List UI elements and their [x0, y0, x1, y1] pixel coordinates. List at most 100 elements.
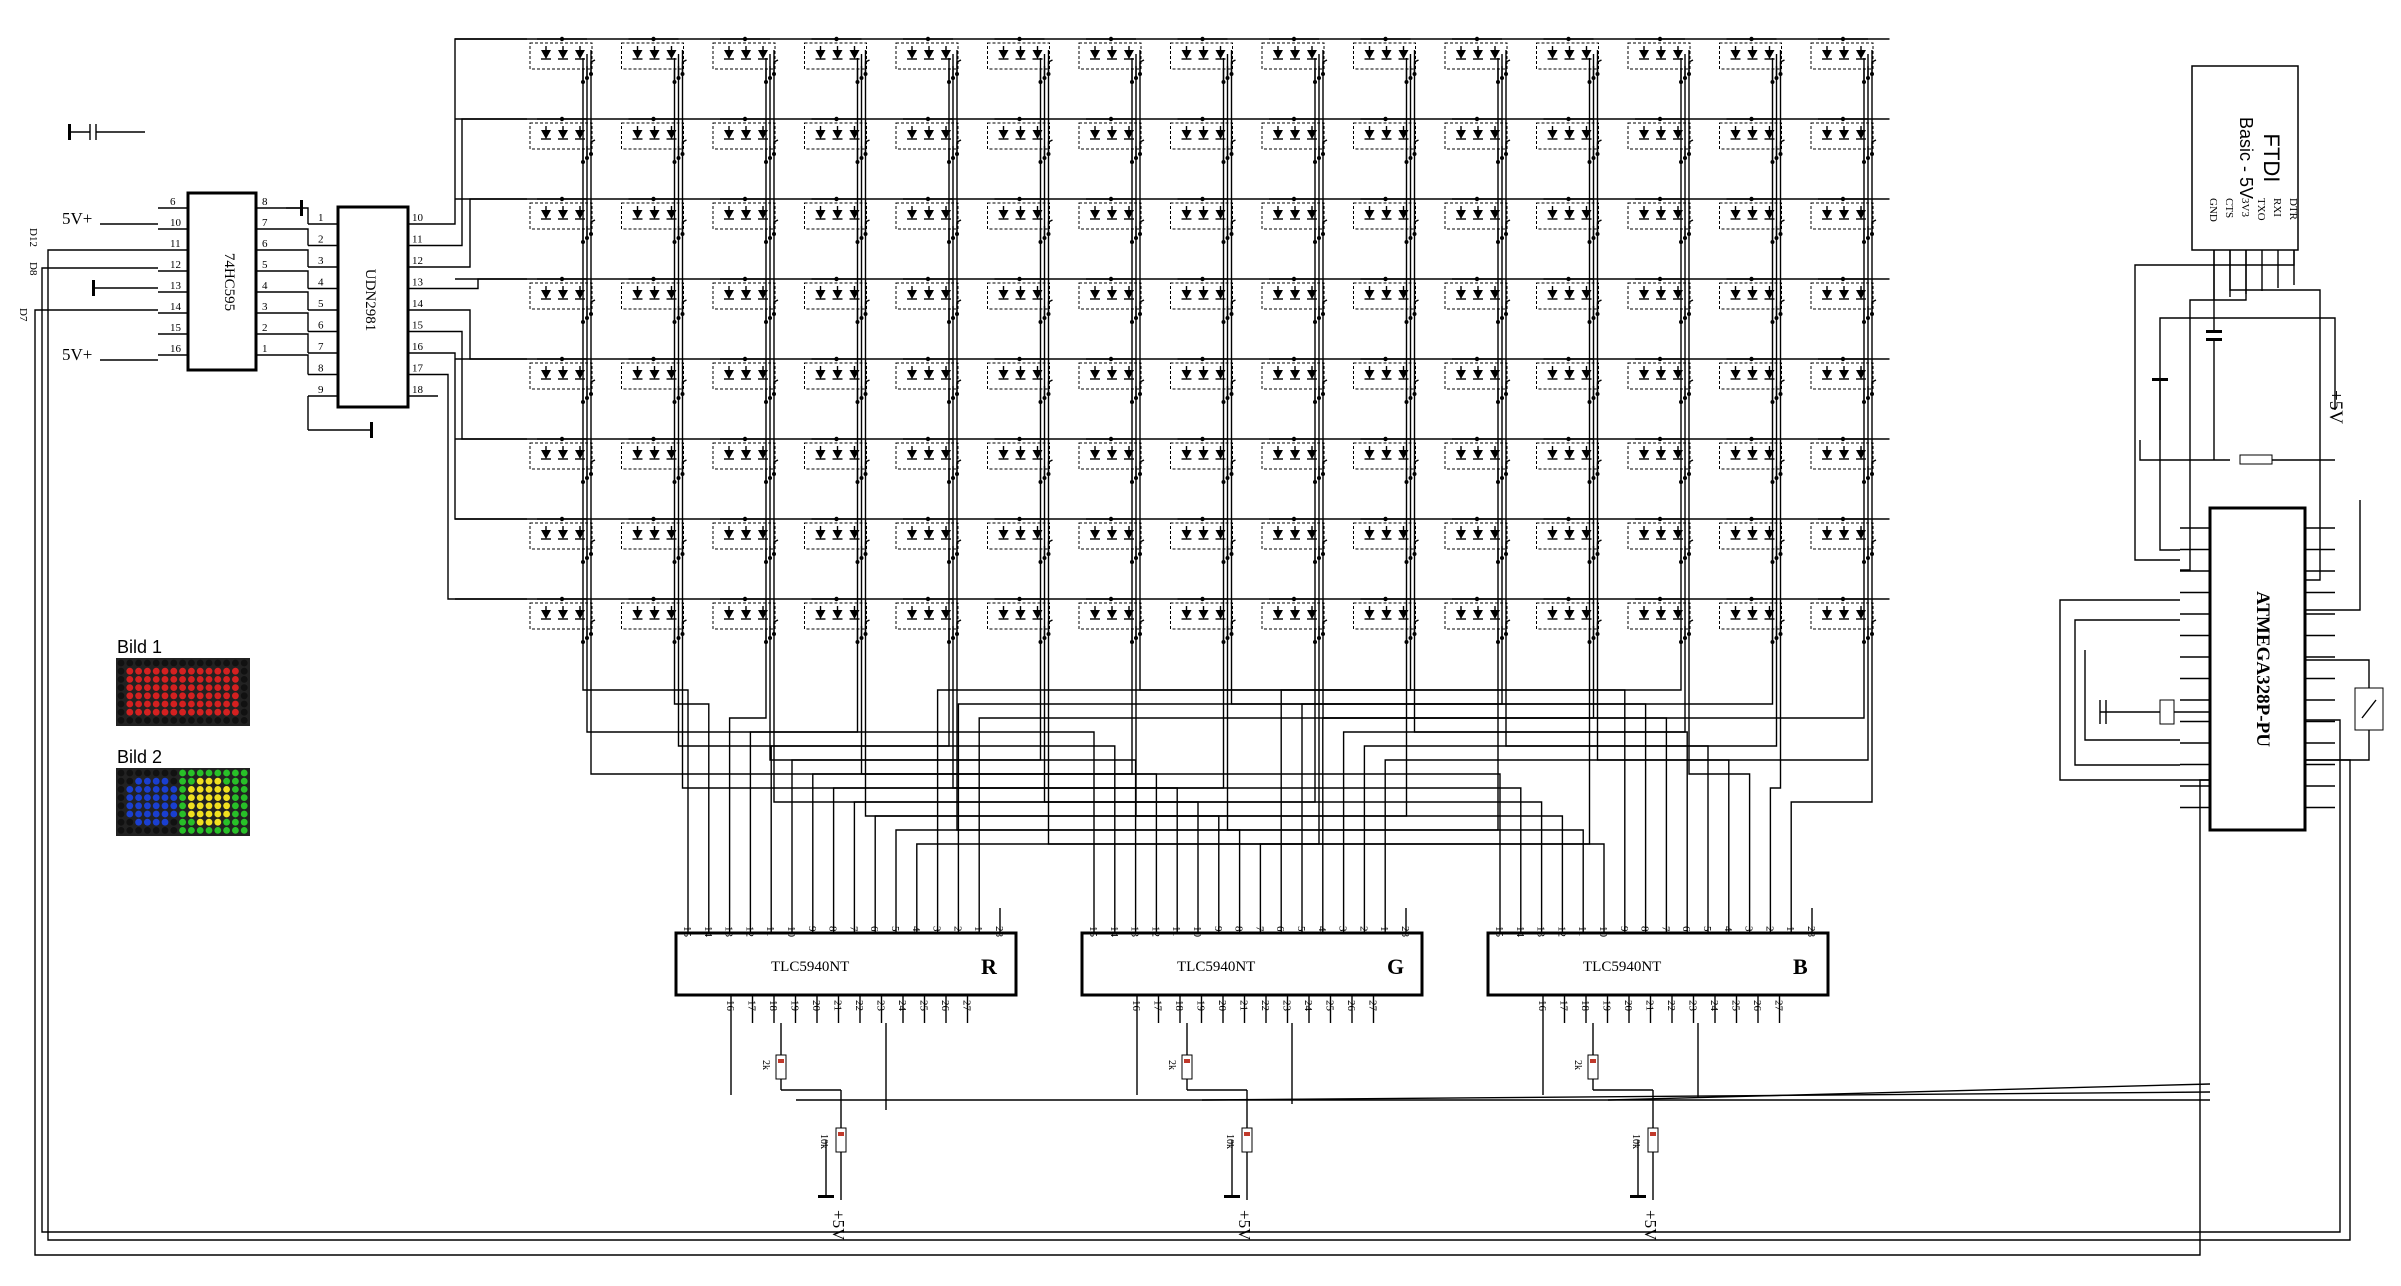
- led-diode-icon: [632, 130, 643, 139]
- rgb-led-cell: [1536, 596, 1602, 644]
- led-package: [804, 602, 867, 630]
- rgb-led-cell: [1444, 196, 1511, 244]
- rgb-led-cell: [987, 116, 1053, 164]
- led-package: [1261, 442, 1325, 470]
- pin-number: 12: [170, 259, 181, 271]
- bild-pixel: [135, 684, 143, 691]
- led-diode-icon: [649, 130, 660, 139]
- led-package: [1261, 282, 1325, 310]
- bild-pixel: [117, 692, 125, 700]
- bild-pixel: [170, 659, 178, 667]
- led-diode-icon: [832, 610, 843, 619]
- rgb-led-cell: [895, 276, 962, 324]
- bild-pixel: [214, 827, 222, 834]
- rgb-led-cell: [1078, 276, 1145, 324]
- led-diode-icon: [724, 50, 734, 59]
- pin-number: 3: [931, 926, 943, 932]
- pin-number: 13: [1535, 926, 1547, 938]
- bild-pixel: [188, 717, 195, 724]
- bild-pixel: [161, 676, 169, 683]
- led-diode-icon: [1547, 450, 1558, 459]
- rgb-led-cell: [987, 356, 1053, 404]
- bild-pixel: [144, 810, 151, 818]
- led-package: [1719, 42, 1782, 70]
- bild-pixel: [135, 708, 143, 716]
- pin-number: 9: [806, 926, 818, 932]
- bild-pixel: [188, 769, 195, 777]
- led-diode-icon: [741, 370, 751, 379]
- bild-pixel: [152, 810, 160, 818]
- bild-pixel: [179, 802, 187, 810]
- led-package: [1810, 442, 1874, 470]
- bild-pixel: [240, 818, 248, 826]
- ftdi-pin-label: CTS: [2223, 198, 2235, 218]
- led-diode-icon: [1198, 130, 1209, 139]
- led-diode-icon: [1456, 450, 1466, 459]
- pin-number: 12: [743, 926, 755, 937]
- led-diode-icon: [1198, 210, 1209, 219]
- bild-pixel: [144, 786, 151, 793]
- shift-to-driver-wire: [286, 354, 309, 375]
- pin-number: 13: [412, 277, 424, 289]
- bild-pixel: [144, 667, 151, 675]
- led-package: [1078, 522, 1142, 550]
- led-diode-icon: [1473, 450, 1483, 459]
- column-drive-wire: [952, 660, 1178, 908]
- column-drive-wire: [957, 660, 1774, 908]
- bild-pixel: [240, 700, 248, 708]
- bild-pixel: [232, 777, 239, 785]
- bild-pixel: [223, 818, 231, 826]
- led-diode-icon: [541, 130, 551, 139]
- led-diode-icon: [1581, 50, 1592, 59]
- bild-pixel: [117, 684, 125, 691]
- led-diode-icon: [1107, 530, 1117, 539]
- led-diode-icon: [541, 290, 551, 299]
- led-package: [895, 522, 959, 550]
- shift-to-driver-wire: [286, 228, 309, 246]
- pin-number: 4: [262, 280, 268, 292]
- led-diode-icon: [1730, 610, 1741, 619]
- led-diode-icon: [632, 290, 643, 299]
- rgb-led-cell: [1444, 516, 1511, 564]
- pin-number: 27: [961, 1000, 973, 1012]
- led-diode-icon: [1490, 50, 1500, 59]
- pin-number: 21: [1238, 1000, 1250, 1011]
- bild-pixel: [126, 810, 134, 818]
- column-drive-wire: [1769, 660, 1782, 908]
- led-package: [1719, 202, 1782, 230]
- led-package: [1078, 202, 1142, 230]
- led-package: [1719, 522, 1782, 550]
- bild-pixel: [152, 692, 160, 700]
- bild-pixel: [161, 786, 169, 793]
- led-package: [1353, 122, 1416, 150]
- bild-pixel: [117, 810, 125, 818]
- led-package: [1170, 202, 1233, 230]
- bild-pixel: [161, 700, 169, 708]
- rgb-led-cell: [1261, 196, 1328, 244]
- mcu-misc-wire: [2074, 619, 2180, 766]
- bild-pixel: [240, 827, 248, 834]
- led-diode-icon: [741, 610, 751, 619]
- bild-pixel: [152, 659, 160, 667]
- pin-number: 26: [1751, 1000, 1763, 1012]
- led-package: [1536, 202, 1599, 230]
- row-drive-wire: [438, 309, 527, 360]
- pin-number: 16: [1536, 1000, 1548, 1012]
- led-diode-icon: [1473, 530, 1483, 539]
- pin-number: 12: [1555, 926, 1567, 937]
- rgb-led-cell: [1261, 436, 1328, 484]
- led-diode-icon: [558, 50, 568, 59]
- led-diode-icon: [832, 530, 843, 539]
- led-package: [804, 42, 867, 70]
- pin-number: 7: [318, 341, 324, 353]
- pin-number: 22: [853, 1000, 865, 1011]
- led-package: [621, 522, 684, 550]
- led-diode-icon: [1564, 610, 1575, 619]
- led-diode-icon: [541, 610, 551, 619]
- bild-pixel: [179, 676, 187, 683]
- pin-number: 18: [767, 1000, 779, 1012]
- led-package: [712, 602, 776, 630]
- pin-number: 1: [1784, 926, 1796, 932]
- led-package: [895, 122, 959, 150]
- column-drive-wire: [916, 660, 1591, 908]
